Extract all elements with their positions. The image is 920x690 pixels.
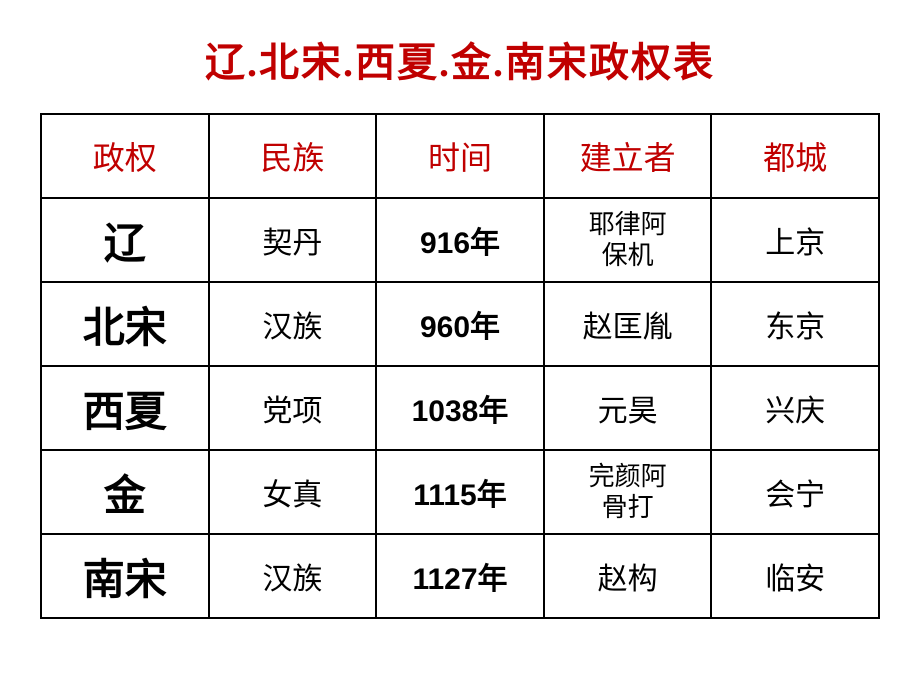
cell-regime: 西夏 (41, 366, 209, 450)
cell-founder: 耶律阿保机 (544, 198, 712, 282)
regime-table: 政权 民族 时间 建立者 都城 辽契丹916年耶律阿保机上京北宋汉族960年赵匡… (40, 113, 880, 619)
table-body: 辽契丹916年耶律阿保机上京北宋汉族960年赵匡胤东京西夏党项1038年元昊兴庆… (41, 198, 879, 618)
cell-regime: 金 (41, 450, 209, 534)
cell-capital: 东京 (711, 282, 879, 366)
table-header-row: 政权 民族 时间 建立者 都城 (41, 114, 879, 198)
cell-time: 960年 (376, 282, 544, 366)
cell-regime: 辽 (41, 198, 209, 282)
cell-capital: 兴庆 (711, 366, 879, 450)
table-row: 辽契丹916年耶律阿保机上京 (41, 198, 879, 282)
table-container: 政权 民族 时间 建立者 都城 辽契丹916年耶律阿保机上京北宋汉族960年赵匡… (40, 113, 880, 619)
cell-ethnic: 女真 (209, 450, 377, 534)
table-row: 北宋汉族960年赵匡胤东京 (41, 282, 879, 366)
header-ethnic: 民族 (209, 114, 377, 198)
table-row: 西夏党项1038年元昊兴庆 (41, 366, 879, 450)
cell-time: 1127年 (376, 534, 544, 618)
cell-time: 1038年 (376, 366, 544, 450)
header-regime: 政权 (41, 114, 209, 198)
cell-capital: 上京 (711, 198, 879, 282)
header-founder: 建立者 (544, 114, 712, 198)
cell-time: 1115年 (376, 450, 544, 534)
header-capital: 都城 (711, 114, 879, 198)
table-row: 南宋汉族1127年赵构临安 (41, 534, 879, 618)
table-row: 金女真1115年完颜阿骨打会宁 (41, 450, 879, 534)
cell-founder: 赵匡胤 (544, 282, 712, 366)
cell-ethnic: 契丹 (209, 198, 377, 282)
cell-ethnic: 党项 (209, 366, 377, 450)
cell-regime: 南宋 (41, 534, 209, 618)
cell-founder: 完颜阿骨打 (544, 450, 712, 534)
cell-capital: 临安 (711, 534, 879, 618)
cell-ethnic: 汉族 (209, 282, 377, 366)
cell-founder: 赵构 (544, 534, 712, 618)
cell-time: 916年 (376, 198, 544, 282)
cell-regime: 北宋 (41, 282, 209, 366)
header-time: 时间 (376, 114, 544, 198)
cell-capital: 会宁 (711, 450, 879, 534)
cell-ethnic: 汉族 (209, 534, 377, 618)
page-title: 辽.北宋.西夏.金.南宋政权表 (205, 30, 715, 88)
cell-founder: 元昊 (544, 366, 712, 450)
